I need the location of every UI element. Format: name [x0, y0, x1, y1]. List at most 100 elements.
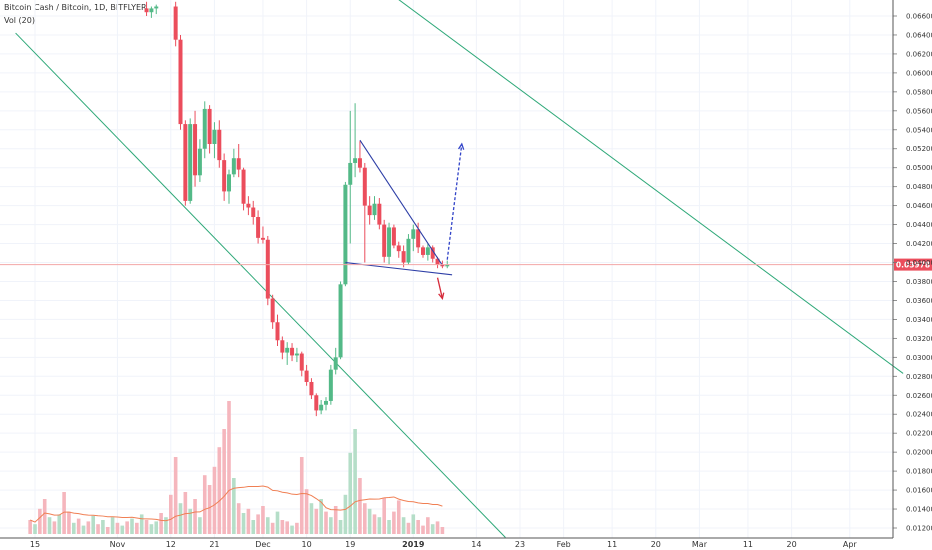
candle-body [265, 239, 270, 299]
volume-bar [348, 452, 353, 534]
candle-body [149, 8, 154, 13]
candle-body [445, 264, 450, 267]
candle-body [396, 245, 401, 252]
breakdown-arrow[interactable] [436, 277, 444, 299]
volume-bar [440, 527, 445, 534]
breakout-up-arrow[interactable] [446, 143, 463, 260]
candle-body [314, 395, 319, 411]
volume-bar [246, 508, 251, 534]
volume-bar [217, 447, 222, 534]
volume-bar [392, 511, 396, 534]
volume-bar [28, 520, 32, 534]
volume-bar [227, 401, 231, 534]
candle-body [348, 162, 353, 185]
x-tick-label: 20 [787, 540, 797, 549]
candle-body [377, 203, 382, 225]
candle-body [357, 158, 362, 168]
x-tick-label: Apr [843, 540, 858, 549]
triangle-line[interactable] [359, 139, 443, 266]
volume-bar [266, 517, 270, 534]
candle-body [353, 158, 358, 163]
volume-bar [76, 518, 81, 534]
volume-bar [319, 499, 323, 534]
volume-bar [411, 514, 416, 534]
volume-bar [343, 494, 348, 534]
candle-body [387, 227, 392, 257]
volume-bar [421, 525, 425, 534]
volume-bar [212, 466, 217, 534]
volume-bar [101, 520, 105, 534]
volume-bar [52, 521, 57, 534]
x-tick-label: 11 [743, 540, 753, 549]
volume-bar [135, 522, 139, 534]
volume-bar [33, 524, 37, 534]
candle-body [290, 347, 295, 356]
candle-body [183, 124, 188, 201]
breakout-up-arrow-head [457, 142, 465, 150]
volume-bar [314, 508, 319, 534]
volume-bar [299, 457, 304, 534]
volume-bar [193, 499, 197, 534]
candle-body [294, 353, 299, 356]
candle-body [241, 169, 246, 204]
candle-body [227, 174, 231, 192]
last-price-badge [894, 258, 932, 271]
volume-bar [256, 514, 260, 534]
x-tick-label: 21 [209, 540, 219, 549]
candle-body [202, 108, 207, 149]
x-tick-label: Dec [255, 540, 270, 549]
volume-bar [188, 508, 192, 534]
volume-bar [329, 517, 333, 534]
volume-bar [309, 503, 314, 534]
candle-body [416, 229, 421, 248]
volume-bar [178, 503, 183, 534]
candle-body [406, 238, 411, 263]
candle-body [256, 217, 261, 238]
volume-bar [144, 520, 149, 534]
candle-body [309, 381, 314, 396]
x-tick-label: 15 [30, 540, 40, 549]
trendline[interactable] [15, 32, 506, 538]
volume-bar [120, 525, 125, 534]
volume-bar [91, 515, 95, 534]
volume-bar [275, 511, 280, 534]
volume-bar [96, 524, 100, 534]
candle-body [304, 370, 309, 382]
volume-bar [416, 520, 420, 534]
volume-bar [62, 492, 66, 534]
volume-bar [47, 517, 52, 534]
candle-body [144, 8, 149, 13]
volume-bar [241, 513, 246, 534]
volume-bar [164, 517, 168, 534]
candle-body [270, 298, 275, 323]
x-tick-label: 11 [607, 540, 617, 549]
volume-bar [159, 513, 163, 534]
candle-body [421, 247, 425, 255]
candle-body [197, 148, 202, 176]
trendline[interactable] [370, 0, 904, 374]
x-tick-label: 10 [302, 540, 312, 549]
x-tick-label: Feb [557, 540, 571, 549]
volume-bar [285, 521, 289, 534]
volume-bar [207, 485, 212, 534]
x-tick-label: 12 [166, 540, 176, 549]
candle-body [333, 357, 338, 370]
volume-bar [38, 508, 42, 534]
breakdown-arrow-head [438, 292, 445, 301]
x-tick-label: 19 [345, 540, 355, 549]
volume-bar [72, 522, 76, 534]
